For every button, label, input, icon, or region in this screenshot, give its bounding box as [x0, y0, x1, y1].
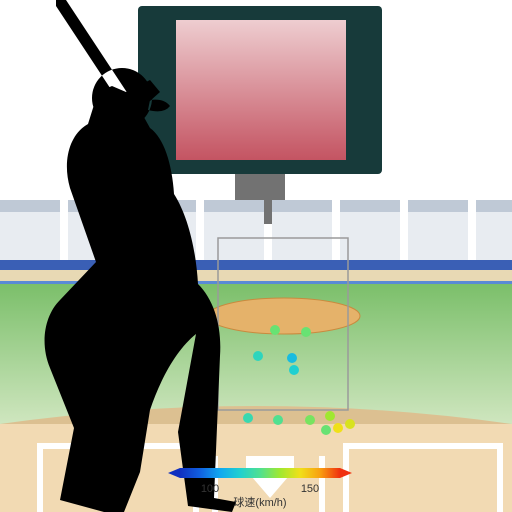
stadium-background: 100 150 球速(km/h): [0, 0, 512, 512]
scoreboard-screen: [176, 20, 346, 160]
speed-tick: 150: [301, 483, 319, 495]
walkway: [0, 270, 512, 282]
pitch-marker: [273, 415, 283, 425]
stand-railing: [0, 260, 512, 270]
pitch-marker: [305, 415, 315, 425]
speed-tick: 100: [201, 483, 219, 495]
pitch-marker: [325, 411, 335, 421]
pitch-marker: [333, 423, 343, 433]
pitch-marker: [321, 425, 331, 435]
speed-axis-label: 球速(km/h): [233, 495, 286, 509]
pitch-marker: [289, 365, 299, 375]
pitch-location-chart: 100 150 球速(km/h): [0, 0, 512, 512]
pitch-marker: [301, 327, 311, 337]
pitch-marker: [253, 351, 263, 361]
pitch-marker: [287, 353, 297, 363]
pitch-marker: [345, 419, 355, 429]
pitch-marker: [243, 413, 253, 423]
pitch-marker: [270, 325, 280, 335]
stands: [0, 200, 512, 260]
